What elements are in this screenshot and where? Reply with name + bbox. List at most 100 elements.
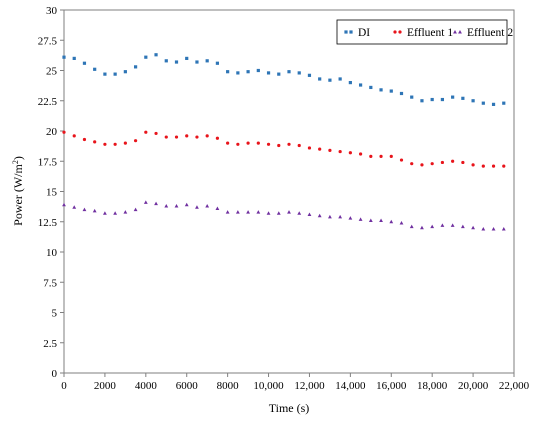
data-point (72, 205, 77, 209)
data-point (277, 72, 281, 76)
x-tick-label: 16,000 (376, 380, 407, 392)
data-point (246, 70, 250, 74)
x-tick-label: 12,000 (294, 380, 325, 392)
data-point (461, 160, 465, 165)
y-tick-label: 17.5 (38, 156, 58, 168)
data-point (185, 134, 189, 138)
data-point (92, 208, 97, 213)
data-point (460, 224, 465, 229)
y-tick-label: 22.5 (38, 96, 58, 108)
data-point (389, 219, 394, 224)
data-point (133, 207, 138, 212)
data-point (174, 204, 179, 208)
data-point (256, 210, 261, 214)
y-tick-label: 25 (46, 66, 58, 78)
data-point (338, 214, 343, 219)
data-point (287, 142, 291, 146)
data-point (369, 85, 373, 90)
data-point (368, 218, 373, 223)
data-point (113, 142, 117, 146)
data-point (205, 59, 209, 63)
data-point (481, 101, 485, 105)
data-point (226, 141, 230, 145)
data-point (399, 220, 404, 225)
data-point (164, 59, 168, 63)
data-point (471, 99, 475, 103)
data-point (62, 55, 66, 59)
series-0 (62, 53, 506, 106)
x-axis: 0 2000 4000 6000 8000 10,000 12,000 14,000 16,00… (61, 373, 530, 392)
plot-frame (63, 9, 515, 374)
data-point (103, 142, 107, 146)
data-point (420, 99, 424, 103)
data-point (82, 207, 87, 212)
y-axis-title-close: ) (11, 156, 25, 160)
data-point (358, 83, 363, 87)
y-tick-label: 2.5 (43, 338, 57, 350)
data-point (256, 141, 260, 145)
legend-marker (458, 30, 462, 34)
y-tick-label: 10 (46, 247, 58, 259)
y-tick-label: 0 (52, 368, 58, 380)
data-point (430, 162, 434, 166)
data-point (266, 71, 271, 75)
data-point (450, 223, 455, 227)
data-point (491, 102, 496, 106)
y-tick-label: 27.5 (38, 35, 58, 47)
data-point (317, 213, 322, 218)
x-tick-label: 2000 (94, 380, 117, 392)
data-point (420, 163, 424, 167)
x-tick-label: 22,000 (499, 380, 530, 392)
y-tick-label: 12.5 (38, 217, 58, 229)
data-point (226, 70, 230, 74)
data-point (144, 130, 148, 134)
data-point (491, 164, 496, 168)
data-point (154, 53, 158, 57)
y-axis-title-main: Power (W/m (11, 164, 25, 226)
data-point (348, 216, 353, 220)
data-point (235, 210, 240, 214)
y-tick-label: 30 (46, 5, 58, 17)
data-point (430, 97, 434, 102)
legend: DI Effluent 1 Effluent 2 (336, 19, 513, 45)
data-point (246, 210, 250, 214)
data-point (72, 56, 76, 60)
data-point (287, 70, 291, 74)
data-point (358, 217, 363, 221)
data-point (123, 141, 127, 145)
data-point (133, 65, 138, 69)
data-point (277, 143, 281, 148)
data-point (379, 88, 383, 92)
data-point (420, 225, 424, 230)
data-point (348, 81, 352, 85)
data-point (491, 227, 496, 231)
y-axis-title-sup: 2 (11, 160, 20, 164)
legend-label: Effluent 2 (467, 27, 513, 39)
data-point (246, 141, 250, 145)
data-point (328, 148, 332, 152)
data-point (266, 211, 271, 215)
data-point (481, 164, 485, 168)
data-point (461, 96, 465, 100)
data-point (205, 204, 210, 208)
y-tick-label: 20 (46, 126, 58, 138)
y-tick-label: 15 (46, 187, 58, 199)
data-point (451, 159, 455, 163)
data-point (307, 212, 312, 216)
x-axis-title: Time (s) (269, 401, 310, 415)
data-point (195, 60, 199, 64)
legend-marker (393, 30, 397, 34)
data-point (82, 137, 87, 142)
data-point (297, 143, 301, 148)
data-point (369, 154, 373, 159)
data-point (276, 211, 281, 215)
data-point (185, 56, 189, 60)
data-point (184, 202, 189, 207)
data-point (297, 71, 301, 75)
legend-box (336, 19, 508, 45)
data-point (174, 135, 179, 139)
data-point (379, 154, 383, 159)
data-point (502, 164, 506, 168)
data-point (236, 142, 240, 146)
